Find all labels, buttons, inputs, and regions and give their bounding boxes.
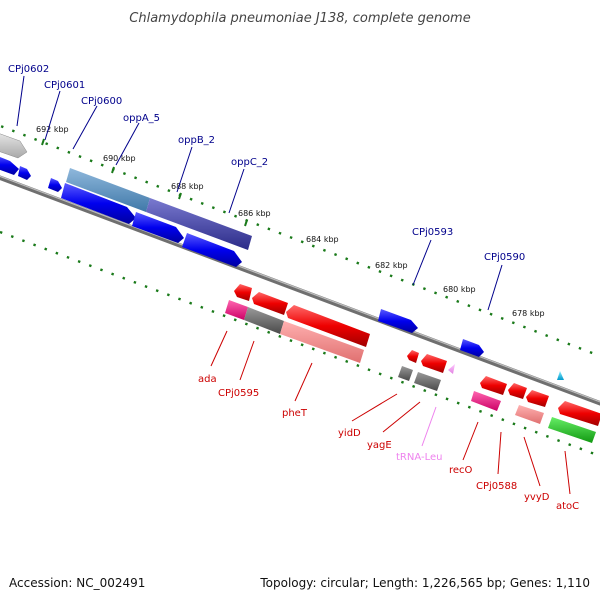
tick-mark bbox=[244, 219, 248, 227]
tick-label-688kbp: 688 kbp bbox=[171, 182, 204, 191]
gene-arrow-oppC_2[interactable] bbox=[182, 233, 242, 267]
genome-backbone-highlight bbox=[0, 175, 600, 403]
leader-line bbox=[115, 122, 140, 166]
genome-backbone bbox=[0, 175, 600, 406]
minus-gene-labels: ada CPj0595 pheT yidD yagE tRNA-Leu recO… bbox=[198, 374, 579, 512]
gene-arrow-pheT[interactable] bbox=[286, 305, 370, 347]
gene-label-CPj0601[interactable]: CPj0601 bbox=[44, 80, 85, 91]
accession-text: Accession: NC_002491 bbox=[9, 576, 145, 590]
gene-arrow-recO[interactable] bbox=[480, 376, 507, 395]
gene-arrow-ada[interactable] bbox=[234, 284, 252, 301]
gene-label-pheT[interactable]: pheT bbox=[282, 408, 308, 419]
gene-label-yagE[interactable]: yagE bbox=[367, 440, 392, 451]
tick-mark bbox=[111, 166, 115, 174]
gene-band[interactable] bbox=[548, 417, 596, 443]
gene-arrow-CPj0593[interactable] bbox=[378, 309, 418, 333]
gene-arrow[interactable] bbox=[252, 292, 288, 315]
leader-line bbox=[16, 75, 25, 127]
tick-label-680kbp: 680 kbp bbox=[443, 285, 476, 294]
gene-arrow-oppA_5[interactable] bbox=[61, 183, 136, 224]
leader-line bbox=[351, 393, 398, 422]
plus-gene-labels: CPj0602 CPj0601 CPj0600 oppA_5 oppB_2 op… bbox=[8, 64, 525, 263]
leader-line bbox=[564, 450, 571, 495]
leader-line bbox=[210, 330, 228, 367]
tick-label-682kbp: 682 kbp bbox=[375, 261, 408, 270]
leader-line bbox=[72, 105, 98, 150]
tick-label-678kbp: 678 kbp bbox=[512, 309, 545, 318]
map-title: Chlamydophila pneumoniae J138, complete … bbox=[129, 11, 470, 26]
gene-label-CPj0600[interactable]: CPj0600 bbox=[81, 96, 122, 107]
gene-arrow-yagE[interactable] bbox=[421, 354, 447, 373]
gene-arrow-CPj0590[interactable] bbox=[460, 339, 484, 357]
gene-arrow[interactable] bbox=[18, 166, 31, 180]
gene-label-CPj0590[interactable]: CPj0590 bbox=[484, 252, 525, 263]
leader-lines bbox=[16, 75, 571, 495]
trna-arrow-tRNA-Leu[interactable] bbox=[448, 364, 455, 374]
plus-strand-features bbox=[0, 132, 564, 380]
tick-label-692kbp: 692 kbp bbox=[36, 125, 69, 134]
gene-arrow[interactable] bbox=[0, 132, 28, 159]
leader-line bbox=[382, 401, 421, 433]
gene-label-atoC[interactable]: atoC bbox=[556, 501, 579, 512]
leader-line bbox=[462, 421, 479, 461]
gene-block[interactable] bbox=[225, 300, 248, 320]
leader-line bbox=[523, 436, 541, 487]
gene-label-CPj0595[interactable]: CPj0595 bbox=[218, 388, 259, 399]
gene-arrow[interactable] bbox=[0, 155, 19, 175]
leader-line bbox=[497, 431, 502, 475]
gene-label-yvyD[interactable]: yvyD bbox=[524, 492, 550, 503]
gene-arrow-atoC[interactable] bbox=[558, 401, 600, 426]
upper-scale-ruler bbox=[0, 124, 600, 358]
lower-scale-ruler bbox=[0, 230, 600, 458]
tick-mark bbox=[41, 138, 45, 146]
leader-line bbox=[294, 362, 313, 402]
gene-arrow-yidD[interactable] bbox=[407, 350, 419, 363]
gene-arrow[interactable] bbox=[557, 371, 564, 380]
gene-arrow-oppB_2[interactable] bbox=[132, 212, 184, 243]
minus-strand-features bbox=[225, 284, 600, 443]
gene-band-CPj0600[interactable] bbox=[66, 168, 150, 212]
leader-line bbox=[228, 168, 245, 214]
tick-label-684kbp: 684 kbp bbox=[306, 235, 339, 244]
gene-arrow-yvyD[interactable] bbox=[526, 390, 549, 407]
gene-block[interactable] bbox=[515, 405, 544, 424]
gene-label-oppC_2[interactable]: oppC_2 bbox=[231, 157, 268, 168]
gene-label-yidD[interactable]: yidD bbox=[338, 428, 361, 439]
gene-block[interactable] bbox=[414, 372, 441, 391]
gene-label-recO[interactable]: recO bbox=[449, 465, 473, 476]
gene-block[interactable] bbox=[398, 366, 413, 381]
topology-summary-text: Topology: circular; Length: 1,226,565 bp… bbox=[259, 576, 590, 590]
gene-label-CPj0593[interactable]: CPj0593 bbox=[412, 227, 453, 238]
gene-label-ada[interactable]: ada bbox=[198, 374, 217, 385]
tick-mark bbox=[178, 192, 182, 200]
leader-line bbox=[239, 340, 255, 381]
leader-line bbox=[421, 406, 437, 447]
leader-line bbox=[176, 146, 193, 193]
gene-arrow[interactable] bbox=[48, 178, 62, 192]
gene-block-CPj0595[interactable] bbox=[244, 307, 284, 334]
gene-band[interactable] bbox=[146, 198, 252, 250]
gene-label-oppA_5[interactable]: oppA_5 bbox=[123, 113, 160, 124]
leader-line bbox=[487, 264, 503, 311]
gene-band[interactable] bbox=[280, 321, 364, 363]
gene-label-tRNA-Leu[interactable]: tRNA-Leu bbox=[396, 452, 442, 463]
gene-label-CPj0602[interactable]: CPj0602 bbox=[8, 64, 49, 75]
gene-arrow-CPj0588[interactable] bbox=[508, 383, 527, 399]
leader-line bbox=[44, 90, 61, 141]
gene-label-oppB_2[interactable]: oppB_2 bbox=[178, 135, 215, 146]
tick-label-686kbp: 686 kbp bbox=[238, 209, 271, 218]
gene-block[interactable] bbox=[471, 391, 501, 411]
gene-label-CPj0588[interactable]: CPj0588 bbox=[476, 481, 517, 492]
leader-line bbox=[412, 239, 432, 286]
